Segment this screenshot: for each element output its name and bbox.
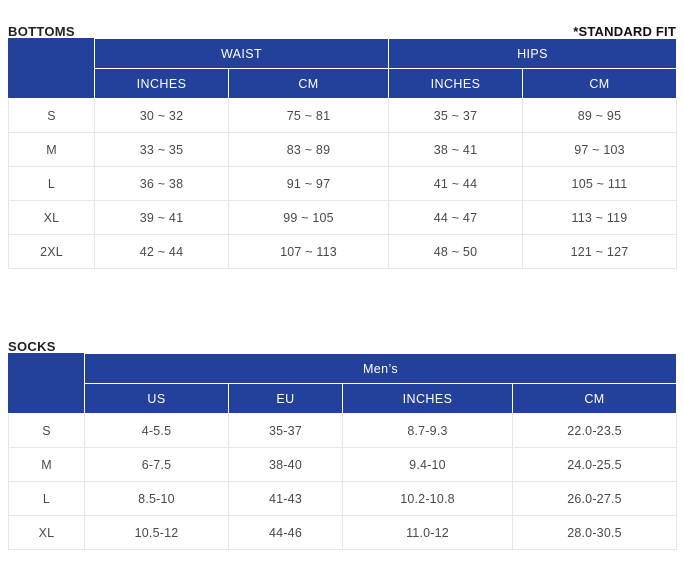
cell-us: 4-5.5 <box>84 413 229 448</box>
cell-hips-cm: 121 ~ 127 <box>522 234 677 269</box>
page-title-socks: SOCKS <box>8 339 56 354</box>
socks-table-head: Men’s US EU INCHES CM <box>8 353 677 414</box>
bottoms-corner-cell <box>8 38 95 99</box>
table-row: XL 39 ~ 41 99 ~ 105 44 ~ 47 113 ~ 119 <box>8 200 677 235</box>
column-group-hips: HIPS <box>388 38 677 69</box>
cell-eu: 35-37 <box>228 413 343 448</box>
cell-us: 10.5-12 <box>84 515 229 550</box>
socks-table-body: S 4-5.5 35-37 8.7-9.3 22.0-23.5 M 6-7.5 … <box>8 413 677 550</box>
row-size-label: L <box>8 166 95 201</box>
row-size-label: XL <box>8 200 95 235</box>
column-header-waist-inches: INCHES <box>94 68 229 99</box>
bottoms-table-head: WAIST HIPS INCHES CM INCHES CM <box>8 38 677 99</box>
column-header-us: US <box>84 383 229 414</box>
column-header-eu: EU <box>228 383 343 414</box>
socks-size-table: Men’s US EU INCHES CM S 4-5.5 35-37 8.7-… <box>8 353 677 550</box>
cell-inches: 9.4-10 <box>342 447 513 482</box>
cell-waist-inches: 30 ~ 32 <box>94 98 229 133</box>
table-row: S 30 ~ 32 75 ~ 81 35 ~ 37 89 ~ 95 <box>8 98 677 133</box>
socks-group-header-row: Men’s <box>8 353 677 414</box>
section-spacer <box>8 269 676 315</box>
row-size-label: XL <box>8 515 85 550</box>
cell-hips-cm: 113 ~ 119 <box>522 200 677 235</box>
cell-waist-inches: 33 ~ 35 <box>94 132 229 167</box>
socks-section-header: SOCKS <box>8 315 676 353</box>
cell-waist-cm: 99 ~ 105 <box>228 200 389 235</box>
cell-us: 6-7.5 <box>84 447 229 482</box>
row-size-label: S <box>8 413 85 448</box>
bottoms-sub-header-row: INCHES CM INCHES CM <box>9 68 677 99</box>
row-size-label: 2XL <box>8 234 95 269</box>
column-group-mens: Men’s <box>84 353 677 384</box>
cell-cm: 22.0-23.5 <box>512 413 677 448</box>
table-row: S 4-5.5 35-37 8.7-9.3 22.0-23.5 <box>8 413 677 448</box>
cell-eu: 44-46 <box>228 515 343 550</box>
row-size-label: M <box>8 447 85 482</box>
column-header-hips-inches: INCHES <box>388 68 523 99</box>
page-title-bottoms: BOTTOMS <box>8 24 75 39</box>
cell-us: 8.5-10 <box>84 481 229 516</box>
table-row: M 6-7.5 38-40 9.4-10 24.0-25.5 <box>8 447 677 482</box>
column-header-cm: CM <box>512 383 677 414</box>
cell-eu: 41-43 <box>228 481 343 516</box>
bottoms-group-header-row: WAIST HIPS <box>8 38 677 99</box>
cell-waist-cm: 107 ~ 113 <box>228 234 389 269</box>
standard-fit-note: *STANDARD FIT <box>573 24 676 39</box>
row-size-label: M <box>8 132 95 167</box>
cell-hips-inches: 48 ~ 50 <box>388 234 523 269</box>
row-size-label: L <box>8 481 85 516</box>
cell-cm: 26.0-27.5 <box>512 481 677 516</box>
table-row: M 33 ~ 35 83 ~ 89 38 ~ 41 97 ~ 103 <box>8 132 677 167</box>
cell-inches: 8.7-9.3 <box>342 413 513 448</box>
bottoms-size-table: WAIST HIPS INCHES CM INCHES CM S 30 ~ 32… <box>8 38 677 269</box>
bottoms-section-header: BOTTOMS *STANDARD FIT <box>8 0 676 38</box>
column-header-inches: INCHES <box>342 383 513 414</box>
cell-cm: 24.0-25.5 <box>512 447 677 482</box>
cell-hips-inches: 44 ~ 47 <box>388 200 523 235</box>
column-header-hips-cm: CM <box>522 68 677 99</box>
cell-waist-cm: 83 ~ 89 <box>228 132 389 167</box>
cell-inches: 10.2-10.8 <box>342 481 513 516</box>
cell-eu: 38-40 <box>228 447 343 482</box>
cell-hips-inches: 38 ~ 41 <box>388 132 523 167</box>
table-row: 2XL 42 ~ 44 107 ~ 113 48 ~ 50 121 ~ 127 <box>8 234 677 269</box>
bottoms-table-body: S 30 ~ 32 75 ~ 81 35 ~ 37 89 ~ 95 M 33 ~… <box>8 98 677 269</box>
cell-hips-cm: 89 ~ 95 <box>522 98 677 133</box>
row-size-label: S <box>8 98 95 133</box>
cell-waist-cm: 75 ~ 81 <box>228 98 389 133</box>
cell-inches: 11.0-12 <box>342 515 513 550</box>
column-header-waist-cm: CM <box>228 68 389 99</box>
cell-hips-cm: 105 ~ 111 <box>522 166 677 201</box>
table-row: L 36 ~ 38 91 ~ 97 41 ~ 44 105 ~ 111 <box>8 166 677 201</box>
cell-cm: 28.0-30.5 <box>512 515 677 550</box>
socks-corner-cell <box>8 353 85 414</box>
cell-waist-cm: 91 ~ 97 <box>228 166 389 201</box>
cell-waist-inches: 42 ~ 44 <box>94 234 229 269</box>
cell-hips-cm: 97 ~ 103 <box>522 132 677 167</box>
cell-waist-inches: 36 ~ 38 <box>94 166 229 201</box>
cell-hips-inches: 35 ~ 37 <box>388 98 523 133</box>
cell-waist-inches: 39 ~ 41 <box>94 200 229 235</box>
cell-hips-inches: 41 ~ 44 <box>388 166 523 201</box>
table-row: XL 10.5-12 44-46 11.0-12 28.0-30.5 <box>8 515 677 550</box>
table-row: L 8.5-10 41-43 10.2-10.8 26.0-27.5 <box>8 481 677 516</box>
socks-sub-header-row: US EU INCHES CM <box>9 383 677 414</box>
column-group-waist: WAIST <box>94 38 389 69</box>
